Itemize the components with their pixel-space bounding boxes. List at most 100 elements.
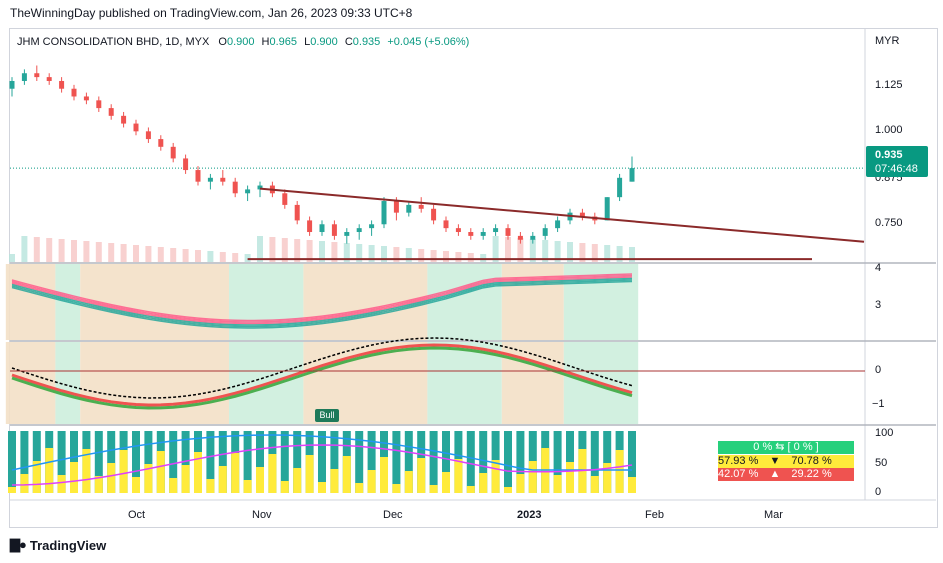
low-value: 0.900	[310, 36, 338, 48]
currency-label: MYR	[875, 35, 900, 47]
breadth-bar-yellow	[305, 455, 314, 493]
last-price-badge: 0.935 07:46:48	[866, 146, 928, 177]
high-label: H	[261, 36, 270, 48]
volume-bar	[381, 246, 387, 262]
volume-bar	[219, 252, 226, 262]
breadth-bar-green	[94, 431, 103, 493]
volume-bar	[95, 242, 102, 262]
breadth-bar-green	[256, 431, 264, 493]
breadth-bar-yellow	[628, 477, 636, 493]
volume-bar	[393, 247, 400, 262]
candle-body	[170, 146, 176, 159]
breadth-bar-yellow	[429, 485, 438, 493]
breadth-bar-yellow	[206, 479, 215, 493]
candle-body	[83, 96, 89, 101]
volume-bar	[331, 242, 338, 262]
breadth-bar-green	[243, 431, 252, 493]
breadth-bar-green	[442, 431, 450, 493]
tradingview-logo-icon: ▇●	[10, 537, 27, 552]
volume-bar	[467, 253, 474, 262]
breadth-bar-yellow	[442, 472, 450, 493]
breadth-bar-yellow	[590, 476, 599, 493]
volume-bar	[232, 253, 239, 262]
candle-body	[604, 197, 610, 221]
stats-row2-right: 70.78 %	[791, 455, 832, 467]
breadth-bar-yellow	[132, 477, 140, 493]
change-value: +0.045 (+5.06%)	[387, 36, 470, 48]
stats-row-2: 57.93 % ▼ 70.78 %	[718, 455, 854, 468]
ribbon-line	[11, 276, 633, 325]
breadth-bar-yellow	[342, 456, 351, 493]
breadth-bar-green	[293, 431, 302, 493]
candle-body	[344, 232, 350, 236]
volume-bar	[71, 240, 77, 262]
bar-countdown: 07:46:48	[875, 163, 918, 175]
breadth-bar-yellow	[119, 450, 128, 493]
breadth-bar-green	[429, 431, 438, 493]
last-price: 0.935	[875, 149, 903, 161]
candle-body	[257, 185, 263, 190]
x-label: Nov	[252, 509, 272, 521]
breadth-bar-green	[144, 431, 153, 493]
breadth-bar-yellow	[8, 487, 16, 493]
up-triangle-icon: ▲	[769, 468, 781, 480]
volume-bar	[269, 237, 276, 262]
tradingview-footer[interactable]: ▇● TradingView	[10, 537, 106, 553]
candle-body	[542, 228, 548, 236]
volume-bar	[182, 249, 189, 262]
candle-body	[555, 220, 561, 229]
volume-bar	[120, 244, 127, 262]
candle-body	[183, 158, 189, 171]
pane3-tick: −1	[872, 398, 885, 410]
volume-bar	[418, 249, 425, 262]
candle-body	[381, 201, 387, 225]
candle-body	[455, 228, 461, 233]
volume-bar	[157, 247, 164, 262]
volume-bar	[579, 243, 586, 262]
breadth-bar-yellow	[330, 469, 339, 493]
volume-bar	[430, 250, 437, 262]
candle-body	[294, 204, 300, 221]
low-label: L	[304, 36, 311, 48]
breadth-bar-yellow	[280, 481, 289, 493]
pane2-zone	[501, 264, 564, 340]
breadth-bar-yellow	[566, 462, 574, 493]
candle-body	[220, 177, 226, 182]
breadth-bar-yellow	[454, 459, 463, 493]
volume-bar	[207, 251, 214, 262]
volume-bar	[195, 250, 201, 262]
open-label: O	[218, 36, 227, 48]
candle-body	[46, 77, 52, 81]
breadth-bar-yellow	[94, 476, 103, 493]
pane3-zone	[427, 342, 502, 424]
line-magenta	[11, 444, 633, 486]
breadth-bar-yellow	[318, 482, 326, 493]
breadth-bar-green	[206, 431, 215, 493]
candle-body	[517, 235, 523, 240]
candle-body	[133, 123, 139, 132]
breadth-bar-green	[404, 431, 413, 493]
ribbon-line	[11, 279, 633, 328]
ribbon-line	[11, 280, 633, 329]
breadth-bar-yellow	[57, 475, 66, 493]
breadth-bar-green	[628, 431, 636, 493]
symbol-name: JHM CONSOLIDATION BHD, 1D, MYX	[17, 36, 210, 48]
candle-body	[505, 228, 511, 236]
volume-bar	[629, 247, 635, 262]
breadth-bar-yellow	[417, 458, 426, 493]
breadth-bar-yellow	[181, 465, 190, 493]
pane2-zone	[5, 264, 56, 340]
candle-body	[34, 73, 40, 78]
breadth-bar-green	[479, 431, 488, 493]
pane3-tick: 0	[875, 364, 882, 376]
x-label: Dec	[383, 509, 403, 521]
descending-trendline	[259, 187, 865, 243]
volume-bar	[567, 242, 573, 262]
candle-body	[443, 220, 449, 229]
candle-body	[406, 204, 412, 213]
breadth-bar-yellow	[70, 462, 78, 493]
candle-body	[356, 228, 362, 233]
breadth-bar-green	[504, 431, 512, 493]
candle-body	[418, 204, 424, 209]
